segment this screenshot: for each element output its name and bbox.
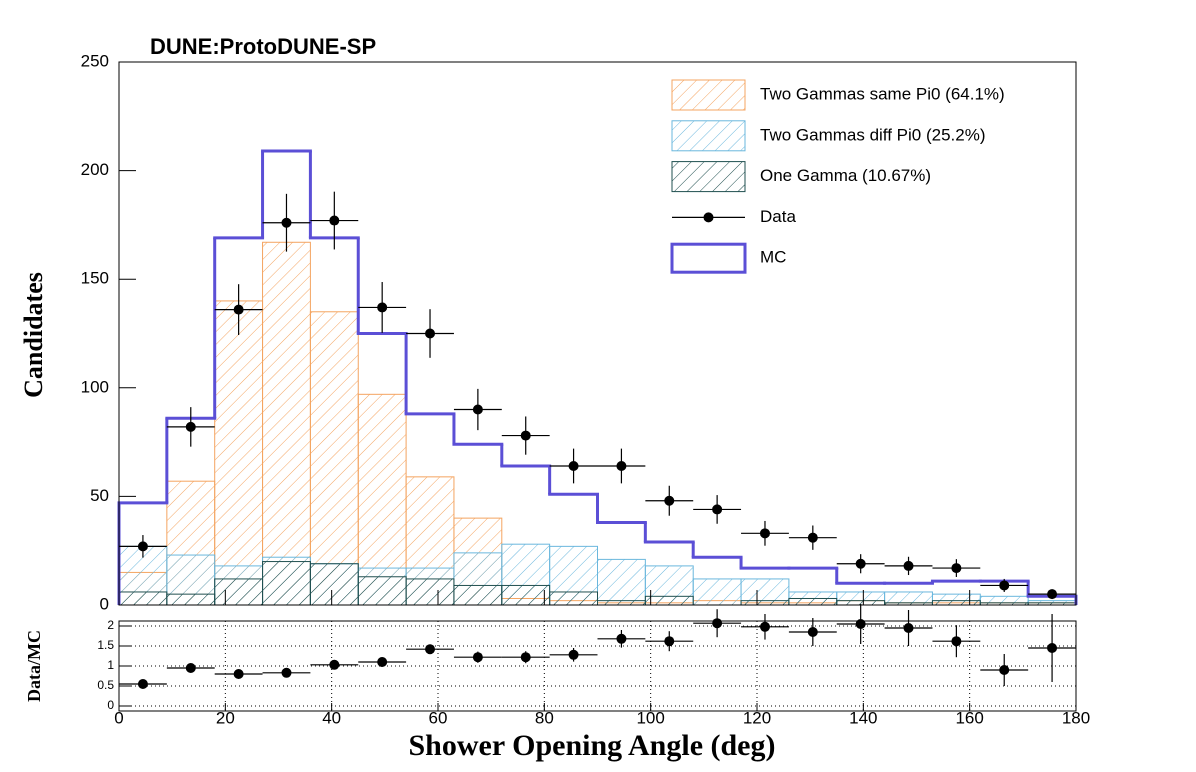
data-point	[616, 460, 627, 471]
data-point	[185, 421, 196, 432]
legend-label: Two Gammas diff Pi0 (25.2%)	[760, 125, 986, 144]
data-point	[1047, 589, 1058, 600]
x-tick-label: 180	[1062, 708, 1090, 727]
legend-swatch	[670, 242, 747, 274]
legend-label: MC	[760, 248, 786, 267]
x-axis-label: Shower Opening Angle (deg)	[409, 729, 776, 762]
hatched-bar	[692, 578, 742, 606]
data-point	[999, 665, 1010, 675]
hatched-bar	[597, 558, 646, 606]
data-point	[712, 618, 723, 629]
x-tick-label: 140	[849, 708, 877, 727]
data-point	[903, 560, 914, 571]
y-tick-label: 1.5	[97, 638, 114, 652]
data-point	[855, 558, 866, 569]
data-point	[281, 667, 292, 678]
data-point	[425, 328, 436, 339]
y-axis-label: Candidates	[19, 272, 48, 398]
y-tick-label: 150	[81, 269, 109, 288]
hatched-bar	[597, 600, 646, 606]
data-point	[759, 621, 770, 632]
y-tick-label: 0	[107, 698, 114, 712]
y-tick-label: 0.5	[97, 678, 114, 692]
data-point	[425, 644, 436, 655]
y-tick-label: 100	[81, 377, 109, 396]
hatched-bar	[453, 584, 503, 606]
hatched-bar	[309, 311, 359, 606]
data-point	[520, 652, 531, 663]
data-point	[664, 495, 675, 506]
data-point	[616, 633, 627, 644]
y-tick-label: 200	[81, 160, 109, 179]
data-point	[759, 528, 770, 539]
y-tick-label: 0	[100, 594, 109, 613]
y-tick-label: 50	[90, 486, 109, 505]
hatched-bar	[549, 591, 599, 606]
hatched-bar	[788, 597, 838, 606]
data-point	[568, 460, 579, 471]
data-point	[329, 659, 340, 670]
data-point	[807, 532, 818, 543]
data-point	[329, 215, 340, 226]
x-tick-label: 100	[636, 708, 664, 727]
hatched-bar	[166, 593, 216, 606]
legend-swatch	[671, 79, 746, 111]
y-tick-label: 250	[81, 51, 109, 70]
data-point	[185, 663, 196, 673]
data-point	[903, 623, 914, 633]
hatched-bar	[405, 578, 455, 606]
data-point	[137, 679, 148, 689]
data-point	[233, 669, 244, 679]
data-point	[712, 504, 723, 515]
hatched-bar	[214, 578, 264, 606]
legend-label: One Gamma (10.67%)	[760, 166, 931, 185]
hatched-bar	[118, 591, 168, 606]
hatched-bar	[262, 241, 311, 606]
x-tick-label: 80	[535, 708, 554, 727]
data-point	[999, 580, 1010, 591]
data-point	[951, 563, 962, 574]
hatched-bar	[262, 561, 311, 606]
data-point	[233, 304, 244, 315]
y-tick-label: 2	[107, 618, 114, 632]
x-tick-label: 0	[114, 708, 123, 727]
legend-swatch	[671, 161, 746, 193]
hatched-bar	[214, 300, 264, 606]
legend-label: Two Gammas same Pi0 (64.1%)	[760, 84, 1005, 103]
hatched-bar	[357, 576, 407, 606]
hatched-bar	[501, 584, 551, 606]
data-point	[137, 541, 148, 552]
chart-title: DUNE:ProtoDUNE-SP	[150, 34, 376, 59]
ratio-y-axis-label: Data/MC	[24, 630, 44, 702]
data-point	[520, 430, 531, 441]
legend-swatch	[703, 212, 714, 223]
data-point	[664, 636, 675, 647]
data-point	[377, 657, 388, 667]
x-tick-label: 60	[429, 708, 448, 727]
data-point	[472, 404, 483, 415]
x-tick-label: 120	[743, 708, 771, 727]
y-tick-label: 1	[107, 658, 114, 672]
plot-frame	[118, 61, 1077, 606]
hatched-bar	[931, 600, 981, 606]
hatched-bar	[309, 563, 359, 606]
data-point	[1047, 643, 1058, 653]
hatched-bar	[740, 600, 790, 606]
data-point	[472, 652, 483, 663]
ratio-frame	[118, 620, 1077, 712]
hatched-bar	[644, 595, 694, 606]
legend-label: Data	[760, 207, 796, 226]
data-point	[281, 217, 292, 228]
x-tick-label: 20	[216, 708, 235, 727]
data-point	[807, 627, 818, 637]
legend-swatch	[671, 120, 746, 152]
x-tick-label: 160	[955, 708, 983, 727]
data-point	[377, 302, 388, 313]
data-point	[568, 649, 579, 660]
data-point	[951, 636, 962, 647]
x-tick-label: 40	[322, 708, 341, 727]
